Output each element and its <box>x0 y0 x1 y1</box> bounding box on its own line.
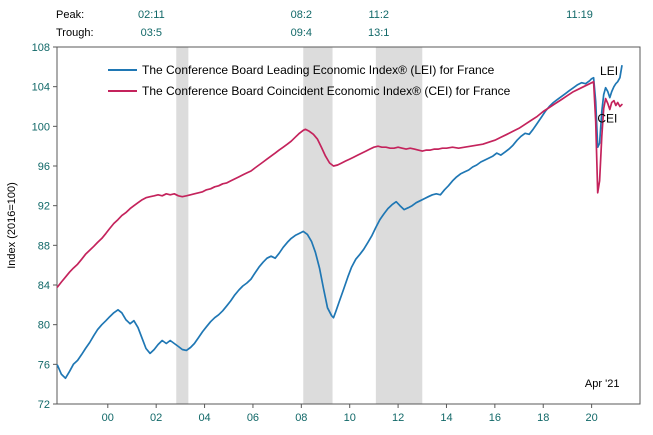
peak-date-label: 08:2 <box>291 9 312 21</box>
legend-cei-label: The Conference Board Coincident Economic… <box>142 84 511 98</box>
trough-row-label: Trough: <box>56 27 94 39</box>
plot-frame <box>56 46 641 405</box>
y-tick-label: 80 <box>38 320 50 332</box>
recession-band <box>375 47 423 404</box>
y-tick-label: 84 <box>38 280 50 292</box>
recession-band <box>303 47 333 404</box>
trough-date-label: 03:5 <box>141 27 162 39</box>
x-tick-label: 12 <box>392 412 404 424</box>
x-tick-label: 02 <box>150 412 162 424</box>
x-tick-label: 00 <box>102 412 114 424</box>
latest-date-note: Apr '21 <box>585 378 620 390</box>
peak-date-label: 02:11 <box>138 9 165 21</box>
cei-end-label: CEI <box>597 111 617 125</box>
x-tick-label: 18 <box>537 412 549 424</box>
x-tick-label: 10 <box>344 412 356 424</box>
y-tick-label: 108 <box>32 42 50 54</box>
x-tick-label: 14 <box>440 412 452 424</box>
trough-date-label: 13:1 <box>368 27 389 39</box>
y-tick-label: 96 <box>38 161 50 173</box>
y-tick-label: 92 <box>38 201 50 213</box>
lei-end-label: LEI <box>600 64 618 78</box>
x-tick-label: 08 <box>295 412 307 424</box>
trough-date-label: 09:4 <box>291 27 312 39</box>
x-tick-label: 04 <box>198 412 210 424</box>
y-tick-label: 88 <box>38 240 50 252</box>
x-tick-label: 16 <box>489 412 501 424</box>
peak-date-label: 11:19 <box>566 9 593 21</box>
cei-line <box>56 80 623 288</box>
peak-row-label: Peak: <box>56 9 84 21</box>
x-tick-label: 06 <box>247 412 259 424</box>
y-tick-label: 72 <box>38 399 50 411</box>
y-tick-label: 104 <box>32 82 50 94</box>
lei-line <box>56 64 623 380</box>
legend-lei-label: The Conference Board Leading Economic In… <box>142 63 495 77</box>
peak-date-label: 11:2 <box>368 9 389 21</box>
y-axis-title: Index (2016=100) <box>6 182 18 269</box>
y-tick-label: 76 <box>38 359 50 371</box>
y-tick-label: 100 <box>32 121 50 133</box>
x-tick-label: 20 <box>585 412 597 424</box>
recession-band <box>176 47 189 404</box>
